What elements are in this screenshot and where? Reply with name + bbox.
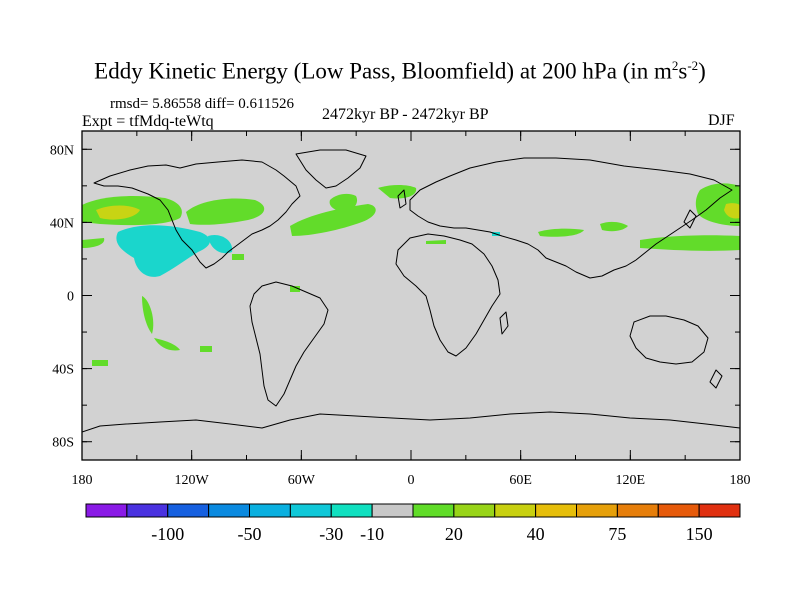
anomaly-atlantic bbox=[290, 204, 376, 236]
coast-eurasia bbox=[409, 157, 733, 279]
coast-uk bbox=[397, 189, 407, 209]
colorbar-swatch bbox=[208, 503, 250, 518]
colorbar-swatch bbox=[330, 503, 373, 518]
anomaly-mid-atlantic-strip bbox=[538, 228, 584, 237]
anomaly-north-america bbox=[186, 198, 265, 225]
colorbar-label: -100 bbox=[151, 524, 184, 544]
lat-label: 40S bbox=[52, 363, 74, 378]
colorbar-swatch bbox=[289, 503, 332, 518]
anomaly-central-pacific-band bbox=[640, 235, 740, 251]
anomaly-africa-strip bbox=[426, 240, 446, 244]
colorbar-label: -50 bbox=[238, 524, 262, 544]
colorbar-swatch bbox=[126, 503, 169, 518]
lat-label: 40N bbox=[50, 216, 74, 231]
colorbar-label: -30 bbox=[319, 524, 343, 544]
colorbar-swatch bbox=[249, 503, 291, 518]
anomaly-negative-pacific bbox=[116, 225, 210, 277]
colorbar-label: 75 bbox=[608, 524, 626, 544]
coast-australia bbox=[629, 315, 709, 365]
lon-label: 120E bbox=[616, 473, 646, 488]
coast-south-america bbox=[249, 281, 329, 407]
lon-label: 60W bbox=[288, 473, 316, 488]
coast-africa bbox=[395, 233, 501, 357]
anomaly-south-pacific-2 bbox=[154, 338, 180, 351]
colorbar-label: 40 bbox=[527, 524, 545, 544]
colorbar-swatch bbox=[698, 503, 741, 518]
anomaly-south-pacific-1 bbox=[142, 296, 154, 334]
colorbar-swatch bbox=[576, 503, 618, 518]
anomaly-tropics-1 bbox=[232, 254, 244, 260]
colorbar-swatch bbox=[85, 503, 128, 518]
lon-label: 180 bbox=[730, 473, 751, 488]
coast-antarctica bbox=[82, 411, 740, 433]
colorbar-swatch bbox=[535, 503, 577, 518]
colorbar-swatch bbox=[371, 503, 414, 518]
lon-label: 0 bbox=[408, 473, 415, 488]
colorbar-swatch bbox=[616, 503, 659, 518]
anomaly-strong-npacific bbox=[96, 205, 140, 220]
lat-label: 0 bbox=[67, 290, 74, 305]
coast-greenland bbox=[295, 149, 367, 189]
colorbar-swatch bbox=[494, 503, 537, 518]
experiment-label: Expt = tfMdq-teWtq bbox=[82, 113, 214, 130]
anomaly-north-atlantic bbox=[378, 185, 417, 199]
axis-ticks bbox=[81, 131, 741, 460]
coast-new-zealand bbox=[709, 369, 723, 389]
coast-japan bbox=[683, 209, 697, 229]
lat-label: 80N bbox=[50, 143, 74, 158]
anomaly-west-pacific bbox=[82, 238, 105, 248]
colorbar-labels: -100 -50 -30 -10 20 40 75 150 bbox=[151, 524, 712, 544]
lon-label: 60E bbox=[509, 473, 532, 488]
coast-madagascar bbox=[499, 311, 509, 335]
season-label: DJF bbox=[708, 112, 735, 129]
anomaly-east-asia bbox=[600, 221, 628, 232]
stats-label: rmsd= 5.86558 diff= 0.611526 bbox=[110, 96, 294, 112]
lon-label: 180 bbox=[72, 473, 93, 488]
map-background bbox=[82, 131, 740, 460]
strong-anomaly-regions bbox=[96, 203, 740, 220]
period-label: 2472kyr BP - 2472kyr BP bbox=[322, 106, 489, 123]
anomaly-europe bbox=[329, 193, 358, 212]
coast-north-america bbox=[93, 159, 301, 269]
colorbar-swatch bbox=[412, 503, 455, 518]
axis-tick-labels: 80N 40N 0 40S 80S 180 120W 60W 0 60E 120E 180 bbox=[50, 143, 751, 488]
colorbar-label: -10 bbox=[360, 524, 384, 544]
colorbar bbox=[85, 503, 741, 518]
colorbar-swatch bbox=[167, 503, 210, 518]
anomaly-tropics-2 bbox=[290, 286, 300, 292]
anomaly-south-pacific-3 bbox=[200, 346, 212, 352]
colorbar-label: 150 bbox=[686, 524, 713, 544]
anomaly-negative-gulf bbox=[208, 234, 233, 254]
anomaly-south-pacific-4 bbox=[92, 360, 108, 366]
anomaly-strong-east bbox=[724, 203, 740, 219]
lat-label: 80S bbox=[52, 436, 74, 451]
plot-title: Eddy Kinetic Energy (Low Pass, Bloomfiel… bbox=[94, 58, 706, 84]
lon-label: 120W bbox=[175, 473, 210, 488]
coastlines bbox=[82, 149, 740, 433]
colorbar-label: 20 bbox=[445, 524, 463, 544]
colorbar-swatch bbox=[453, 503, 496, 518]
colorbar-swatch bbox=[657, 503, 700, 518]
